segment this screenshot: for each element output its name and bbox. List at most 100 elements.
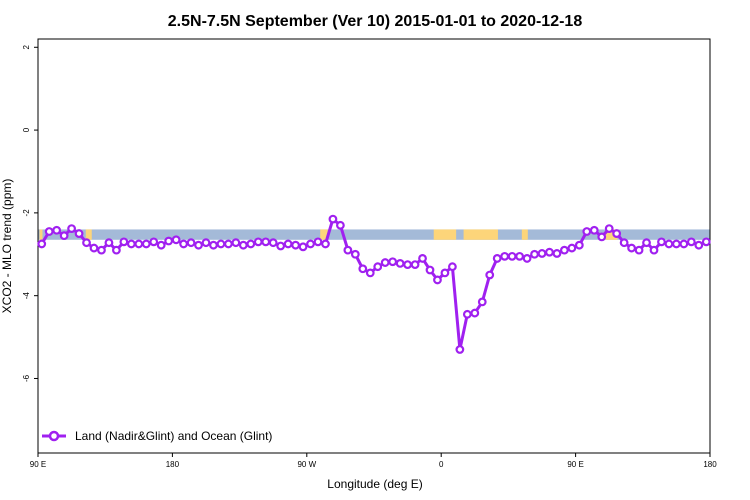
data-point bbox=[657, 237, 666, 247]
x-tick-label: 180 bbox=[703, 460, 717, 469]
land-segment bbox=[605, 229, 618, 240]
land-segment bbox=[320, 229, 328, 240]
data-point bbox=[283, 239, 293, 249]
y-tick-label: -2 bbox=[22, 209, 31, 217]
data-point bbox=[627, 243, 636, 253]
data-point bbox=[537, 249, 547, 258]
data-point bbox=[462, 309, 472, 319]
data-point bbox=[597, 232, 607, 242]
x-tick-label: 90 E bbox=[30, 460, 46, 469]
data-point bbox=[619, 238, 629, 248]
data-point bbox=[507, 251, 517, 261]
data-point bbox=[194, 240, 203, 250]
data-point bbox=[141, 239, 151, 249]
legend: Land (Nadir&Glint) and Ocean (Glint) bbox=[42, 429, 272, 443]
data-point bbox=[455, 345, 465, 354]
data-point bbox=[664, 239, 674, 249]
data-point bbox=[134, 239, 144, 249]
data-point bbox=[365, 268, 375, 278]
data-point bbox=[164, 236, 174, 246]
y-axis-label: XCO2 - MLO trend (ppm) bbox=[0, 179, 14, 314]
data-point bbox=[119, 237, 129, 247]
data-point bbox=[672, 239, 681, 249]
x-tick-label: 90 E bbox=[567, 460, 583, 469]
data-point bbox=[89, 243, 99, 253]
data-point bbox=[126, 239, 136, 249]
data-point bbox=[679, 239, 689, 249]
data-point bbox=[589, 225, 599, 235]
data-point bbox=[395, 258, 405, 268]
data-point bbox=[350, 249, 360, 259]
y-tick-label: 2 bbox=[22, 45, 31, 50]
data-point bbox=[313, 237, 323, 247]
data-point bbox=[500, 251, 510, 261]
x-axis-label: Longitude (deg E) bbox=[327, 477, 422, 491]
legend-marker-swatch bbox=[48, 430, 60, 442]
data-point bbox=[582, 227, 592, 236]
data-point bbox=[642, 238, 651, 248]
land-segment bbox=[433, 229, 457, 240]
data-point bbox=[37, 239, 47, 249]
data-point bbox=[686, 237, 696, 247]
y-tick-label: 0 bbox=[22, 127, 31, 132]
data-point bbox=[343, 245, 353, 255]
data-point bbox=[97, 245, 106, 255]
data-point bbox=[261, 237, 271, 247]
y-axis-ticks: 2 0 -2 -4 -6 bbox=[22, 45, 38, 382]
x-axis-ticks: 90 E 180 90 W 0 90 E 180 bbox=[30, 453, 717, 469]
land-segment bbox=[85, 229, 92, 240]
x-tick-label: 180 bbox=[166, 460, 180, 469]
data-point bbox=[111, 245, 121, 255]
legend-label: Land (Nadir&Glint) and Ocean (Glint) bbox=[75, 429, 272, 443]
x-tick-label: 90 W bbox=[297, 460, 316, 469]
land-segment bbox=[463, 229, 498, 240]
y-tick-label: -6 bbox=[22, 374, 31, 382]
data-point bbox=[418, 254, 427, 263]
data-point bbox=[52, 225, 62, 235]
data-point bbox=[694, 240, 704, 250]
data-point bbox=[425, 265, 435, 275]
data-point bbox=[612, 229, 622, 238]
data-point bbox=[171, 235, 181, 245]
data-point bbox=[410, 260, 420, 270]
data-point bbox=[560, 245, 569, 255]
data-point bbox=[209, 240, 218, 250]
data-point bbox=[156, 240, 166, 250]
land-segment bbox=[521, 229, 528, 240]
data-point bbox=[485, 270, 495, 280]
data-point bbox=[440, 268, 450, 278]
data-point bbox=[59, 231, 69, 241]
data-point bbox=[82, 238, 91, 248]
data-point bbox=[649, 245, 659, 255]
data-point bbox=[380, 258, 390, 267]
data-point bbox=[149, 237, 159, 247]
data-point bbox=[492, 254, 502, 263]
y-tick-label: -4 bbox=[22, 292, 31, 300]
chart-title: 2.5N-7.5N September (Ver 10) 2015-01-01 … bbox=[168, 13, 583, 30]
data-point bbox=[604, 224, 614, 234]
data-point bbox=[201, 238, 211, 248]
data-point bbox=[67, 224, 76, 234]
data-point bbox=[104, 238, 114, 248]
data-point bbox=[336, 220, 345, 230]
data-point bbox=[268, 238, 278, 248]
data-point bbox=[306, 239, 315, 249]
data-point bbox=[74, 229, 84, 238]
data-point bbox=[298, 242, 308, 252]
data-point bbox=[448, 262, 457, 272]
data-point bbox=[552, 249, 562, 258]
data-point bbox=[403, 260, 413, 270]
data-point bbox=[567, 243, 577, 253]
data-point bbox=[470, 308, 480, 318]
data-point bbox=[223, 239, 233, 249]
data-point bbox=[522, 254, 532, 263]
data-point bbox=[373, 262, 383, 272]
land-ocean-band bbox=[38, 229, 710, 240]
data-point bbox=[574, 240, 584, 250]
land-segment bbox=[39, 229, 43, 240]
data-point bbox=[216, 239, 226, 249]
data-point bbox=[634, 245, 644, 255]
data-point bbox=[358, 264, 368, 274]
data-point bbox=[238, 240, 248, 250]
